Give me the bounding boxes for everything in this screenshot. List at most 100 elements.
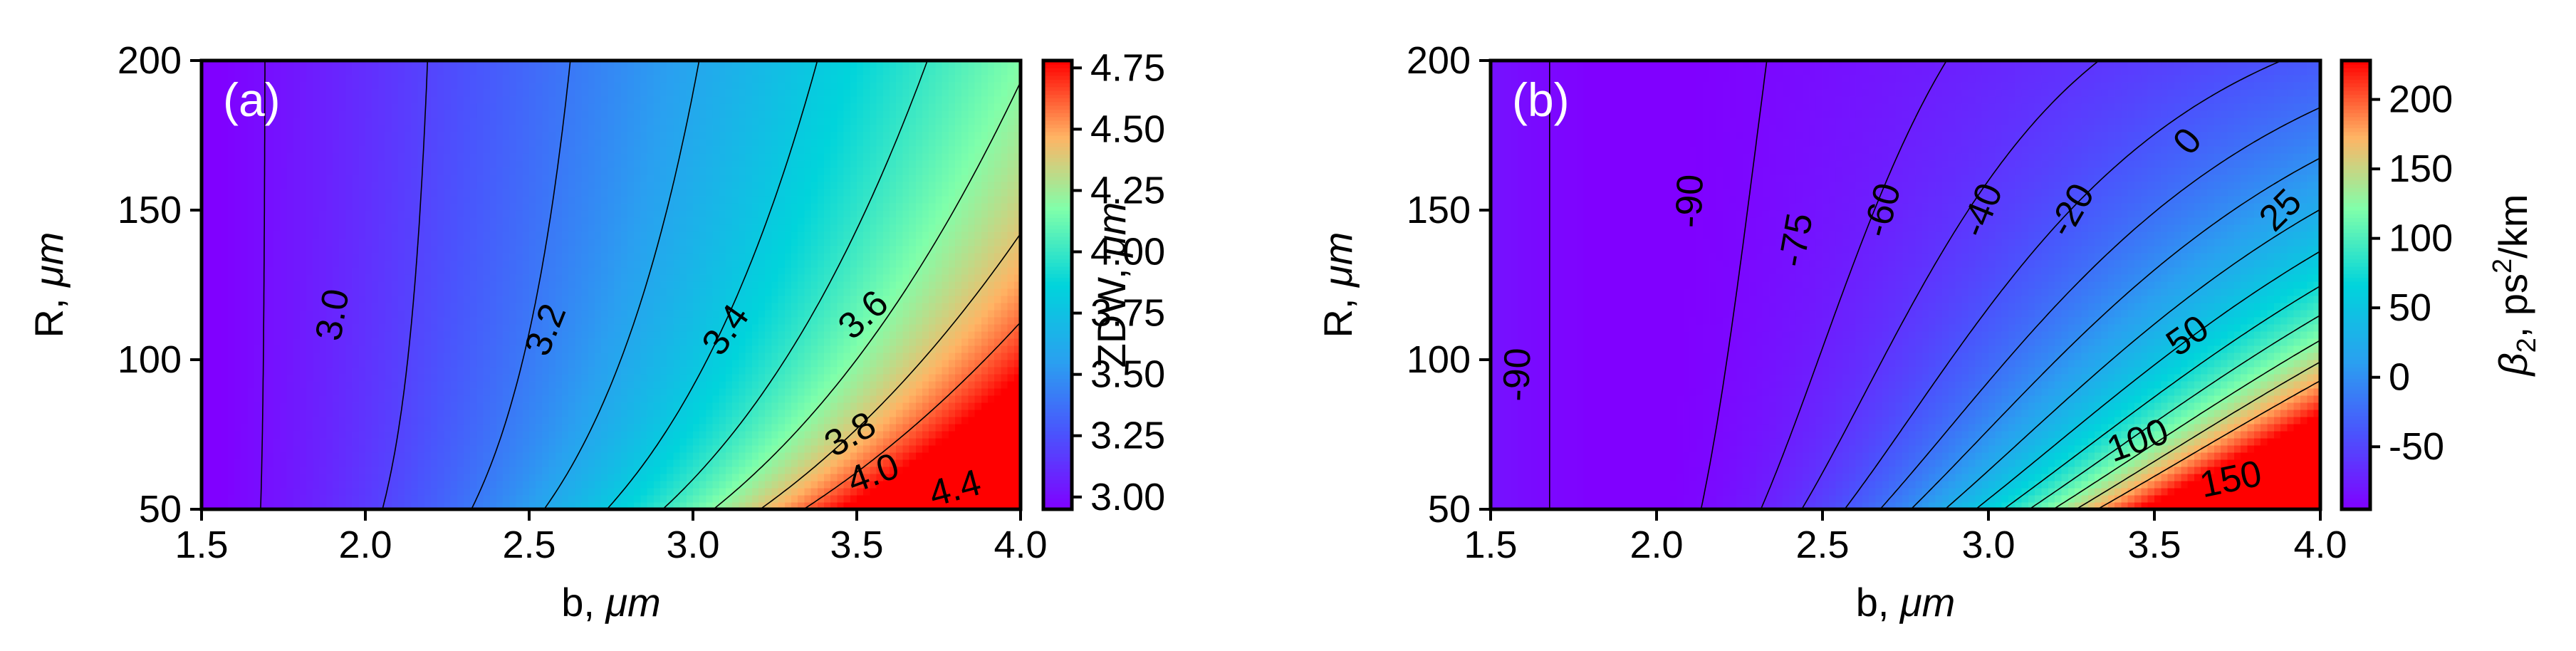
heatmap-cell xyxy=(771,388,779,396)
heatmap-cell xyxy=(267,239,274,246)
heatmap-cell xyxy=(817,260,825,268)
heatmap-cell xyxy=(208,360,215,368)
heatmap-cell xyxy=(706,353,714,360)
heatmap-cell xyxy=(719,260,726,268)
heatmap-cell xyxy=(647,467,655,474)
heatmap-cell xyxy=(234,260,241,268)
heatmap-cell xyxy=(882,388,890,396)
heatmap-cell xyxy=(915,317,923,325)
heatmap-cell xyxy=(640,331,648,339)
heatmap-cell xyxy=(581,288,589,296)
heatmap-cell xyxy=(313,231,320,239)
heatmap-cell xyxy=(745,467,753,474)
heatmap-cell xyxy=(444,374,452,382)
heatmap-cell xyxy=(726,231,733,239)
heatmap-cell xyxy=(542,502,550,510)
heatmap-cell xyxy=(280,410,288,417)
heatmap-cell xyxy=(378,417,386,425)
heatmap-cell xyxy=(339,431,346,439)
heatmap-cell xyxy=(614,395,622,403)
heatmap-cell xyxy=(568,495,575,503)
heatmap-cell xyxy=(391,488,399,496)
heatmap-cell xyxy=(470,310,477,318)
heatmap-cell xyxy=(784,288,792,296)
heatmap-cell xyxy=(1007,474,1015,481)
heatmap-cell xyxy=(542,353,550,360)
heatmap-cell xyxy=(745,267,753,275)
heatmap-cell xyxy=(202,231,209,239)
heatmap-cell xyxy=(398,338,405,346)
heatmap-cell xyxy=(358,338,366,346)
heatmap-cell xyxy=(405,481,412,489)
heatmap-cell xyxy=(850,324,857,332)
heatmap-cell xyxy=(202,331,209,339)
heatmap-cell xyxy=(313,317,320,325)
heatmap-cell xyxy=(620,281,628,289)
heatmap-cell xyxy=(974,381,982,389)
heatmap-cell xyxy=(202,367,209,375)
heatmap-cell xyxy=(202,253,209,261)
heatmap-cell xyxy=(300,310,307,318)
heatmap-cell xyxy=(365,424,372,432)
heatmap-cell xyxy=(241,438,248,446)
heatmap-cell xyxy=(968,353,976,360)
heatmap-cell xyxy=(647,502,655,510)
heatmap-cell xyxy=(417,246,425,254)
heatmap-cell xyxy=(968,360,976,368)
heatmap-cell xyxy=(476,374,484,382)
heatmap-cell xyxy=(405,296,412,303)
heatmap-cell xyxy=(653,488,661,496)
heatmap-cell xyxy=(882,246,890,254)
heatmap-cell xyxy=(588,317,595,325)
heatmap-cell xyxy=(333,288,340,296)
heatmap-cell xyxy=(981,438,989,446)
heatmap-cell xyxy=(614,374,622,382)
heatmap-cell xyxy=(929,424,936,432)
heatmap-cell xyxy=(673,288,681,296)
heatmap-cell xyxy=(929,402,936,410)
heatmap-cell xyxy=(824,317,831,325)
heatmap-cell xyxy=(548,424,556,432)
heatmap-cell xyxy=(667,317,674,325)
heatmap-cell xyxy=(562,310,569,318)
heatmap-cell xyxy=(726,388,733,396)
heatmap-cell xyxy=(581,395,589,403)
heatmap-cell xyxy=(843,360,851,368)
heatmap-cell xyxy=(712,360,720,368)
heatmap-cell xyxy=(830,267,838,275)
heatmap-cell xyxy=(771,310,779,318)
heatmap-cell xyxy=(247,459,255,467)
heatmap-cell xyxy=(411,338,419,346)
heatmap-cell xyxy=(286,474,294,481)
heatmap-cell xyxy=(896,417,903,425)
heatmap-cell xyxy=(254,481,261,489)
heatmap-cell xyxy=(876,395,884,403)
heatmap-cell xyxy=(300,353,307,360)
heatmap-cell xyxy=(745,246,753,254)
heatmap-cell xyxy=(293,395,301,403)
heatmap-cell xyxy=(988,381,995,389)
heatmap-cell xyxy=(929,303,936,311)
heatmap-cell xyxy=(882,267,890,275)
heatmap-cell xyxy=(935,253,943,261)
heatmap-cell xyxy=(620,338,628,346)
heatmap-cell xyxy=(496,303,504,311)
heatmap-cell xyxy=(679,324,687,332)
heatmap-cell xyxy=(339,331,346,339)
heatmap-cell xyxy=(758,488,766,496)
heatmap-cell xyxy=(536,474,543,481)
heatmap-cell xyxy=(333,317,340,325)
heatmap-cell xyxy=(280,246,288,254)
heatmap-cell xyxy=(568,310,575,318)
heatmap-cell xyxy=(300,388,307,396)
heatmap-cell xyxy=(581,452,589,460)
heatmap-cell xyxy=(536,260,543,268)
heatmap-cell xyxy=(817,388,825,396)
heatmap-cell xyxy=(929,288,936,296)
heatmap-cell xyxy=(293,310,301,318)
heatmap-cell xyxy=(804,338,812,346)
heatmap-cell xyxy=(601,310,608,318)
heatmap-cell xyxy=(620,410,628,417)
heatmap-cell xyxy=(771,281,779,289)
heatmap-cell xyxy=(686,338,694,346)
